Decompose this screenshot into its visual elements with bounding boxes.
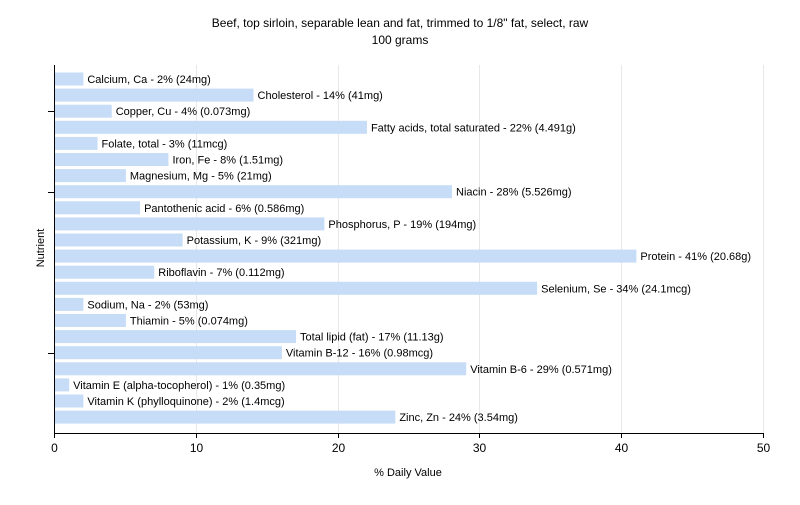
bar	[55, 217, 325, 231]
grid	[196, 65, 764, 433]
bar	[55, 233, 183, 247]
bars: Calcium, Ca - 2% (24mg) Cholesterol - 14%…	[55, 72, 751, 424]
x-tick-label: 10	[190, 441, 204, 455]
bar	[55, 153, 169, 166]
x-tick-label: 30	[473, 441, 487, 455]
bar	[55, 185, 453, 199]
bar-data-label: Vitamin K (phylloquinone) - 2% (1.4mcg)	[87, 396, 284, 408]
bar	[55, 88, 254, 102]
bar-data-label: Sodium, Na - 2% (53mg)	[87, 299, 208, 311]
bar-data-label: Zinc, Zn - 24% (3.54mg)	[399, 412, 518, 424]
x-axis-label: % Daily Value	[374, 467, 442, 479]
bar	[55, 136, 98, 150]
bar	[55, 378, 70, 392]
bar	[55, 297, 84, 311]
bar	[55, 346, 282, 360]
bar-data-label: Pantothenic acid - 6% (0.586mg)	[144, 203, 304, 215]
bar-data-label: Protein - 41% (20.68g)	[640, 251, 751, 263]
x-tick-label: 20	[332, 441, 346, 455]
bar-data-label: Magnesium, Mg - 5% (21mg)	[130, 171, 272, 183]
x-tick-label: 50	[757, 441, 771, 455]
bar-data-label: Cholesterol - 14% (41mg)	[258, 90, 383, 102]
bar	[55, 169, 126, 183]
bar	[55, 120, 367, 134]
x-tick-label: 40	[615, 441, 629, 455]
bar-data-label: Selenium, Se - 34% (24.1mcg)	[541, 283, 691, 295]
bar-data-label: Iron, Fe - 8% (1.51mg)	[172, 155, 283, 167]
bar	[55, 394, 84, 408]
bar	[55, 410, 396, 424]
x-tick-labels: 0 10 20 30 40 50	[51, 441, 770, 455]
bar-data-label: Potassium, K - 9% (321mg)	[187, 235, 322, 247]
x-tick-label: 0	[51, 441, 58, 455]
chart-title: Beef, top sirloin, separable lean and fa…	[212, 16, 589, 30]
bar-data-label: Vitamin E (alpha-tocopherol) - 1% (0.35m…	[73, 380, 285, 392]
bar-data-label: Phosphorus, P - 19% (194mg)	[328, 219, 476, 231]
bar-data-label: Riboflavin - 7% (0.112mg)	[158, 267, 284, 279]
bar	[55, 104, 112, 118]
y-axis-label: Nutrient	[35, 229, 47, 268]
chart-subtitle: 100 grams	[372, 33, 429, 47]
bar-data-label: Thiamin - 5% (0.074mg)	[130, 316, 248, 328]
axes	[48, 65, 764, 438]
bar	[55, 72, 84, 86]
bar-data-label: Total lipid (fat) - 17% (11.13g)	[300, 332, 443, 344]
bar-data-label: Vitamin B-12 - 16% (0.98mcg)	[286, 348, 433, 360]
bar-data-label: Folate, total - 3% (11mcg)	[102, 138, 228, 150]
bar	[55, 201, 141, 215]
bar	[55, 265, 155, 279]
bar-data-label: Calcium, Ca - 2% (24mg)	[87, 74, 210, 86]
bar-data-label: Fatty acids, total saturated - 22% (4.49…	[371, 122, 576, 134]
bar-data-label: Copper, Cu - 4% (0.073mg)	[116, 106, 251, 118]
bar	[55, 281, 538, 295]
bar-data-label: Niacin - 28% (5.526mg)	[456, 187, 572, 199]
bar	[55, 330, 297, 344]
bar	[55, 314, 126, 327]
bar	[55, 249, 637, 263]
bar	[55, 362, 467, 376]
bar-data-label: Vitamin B-6 - 29% (0.571mg)	[470, 364, 612, 376]
